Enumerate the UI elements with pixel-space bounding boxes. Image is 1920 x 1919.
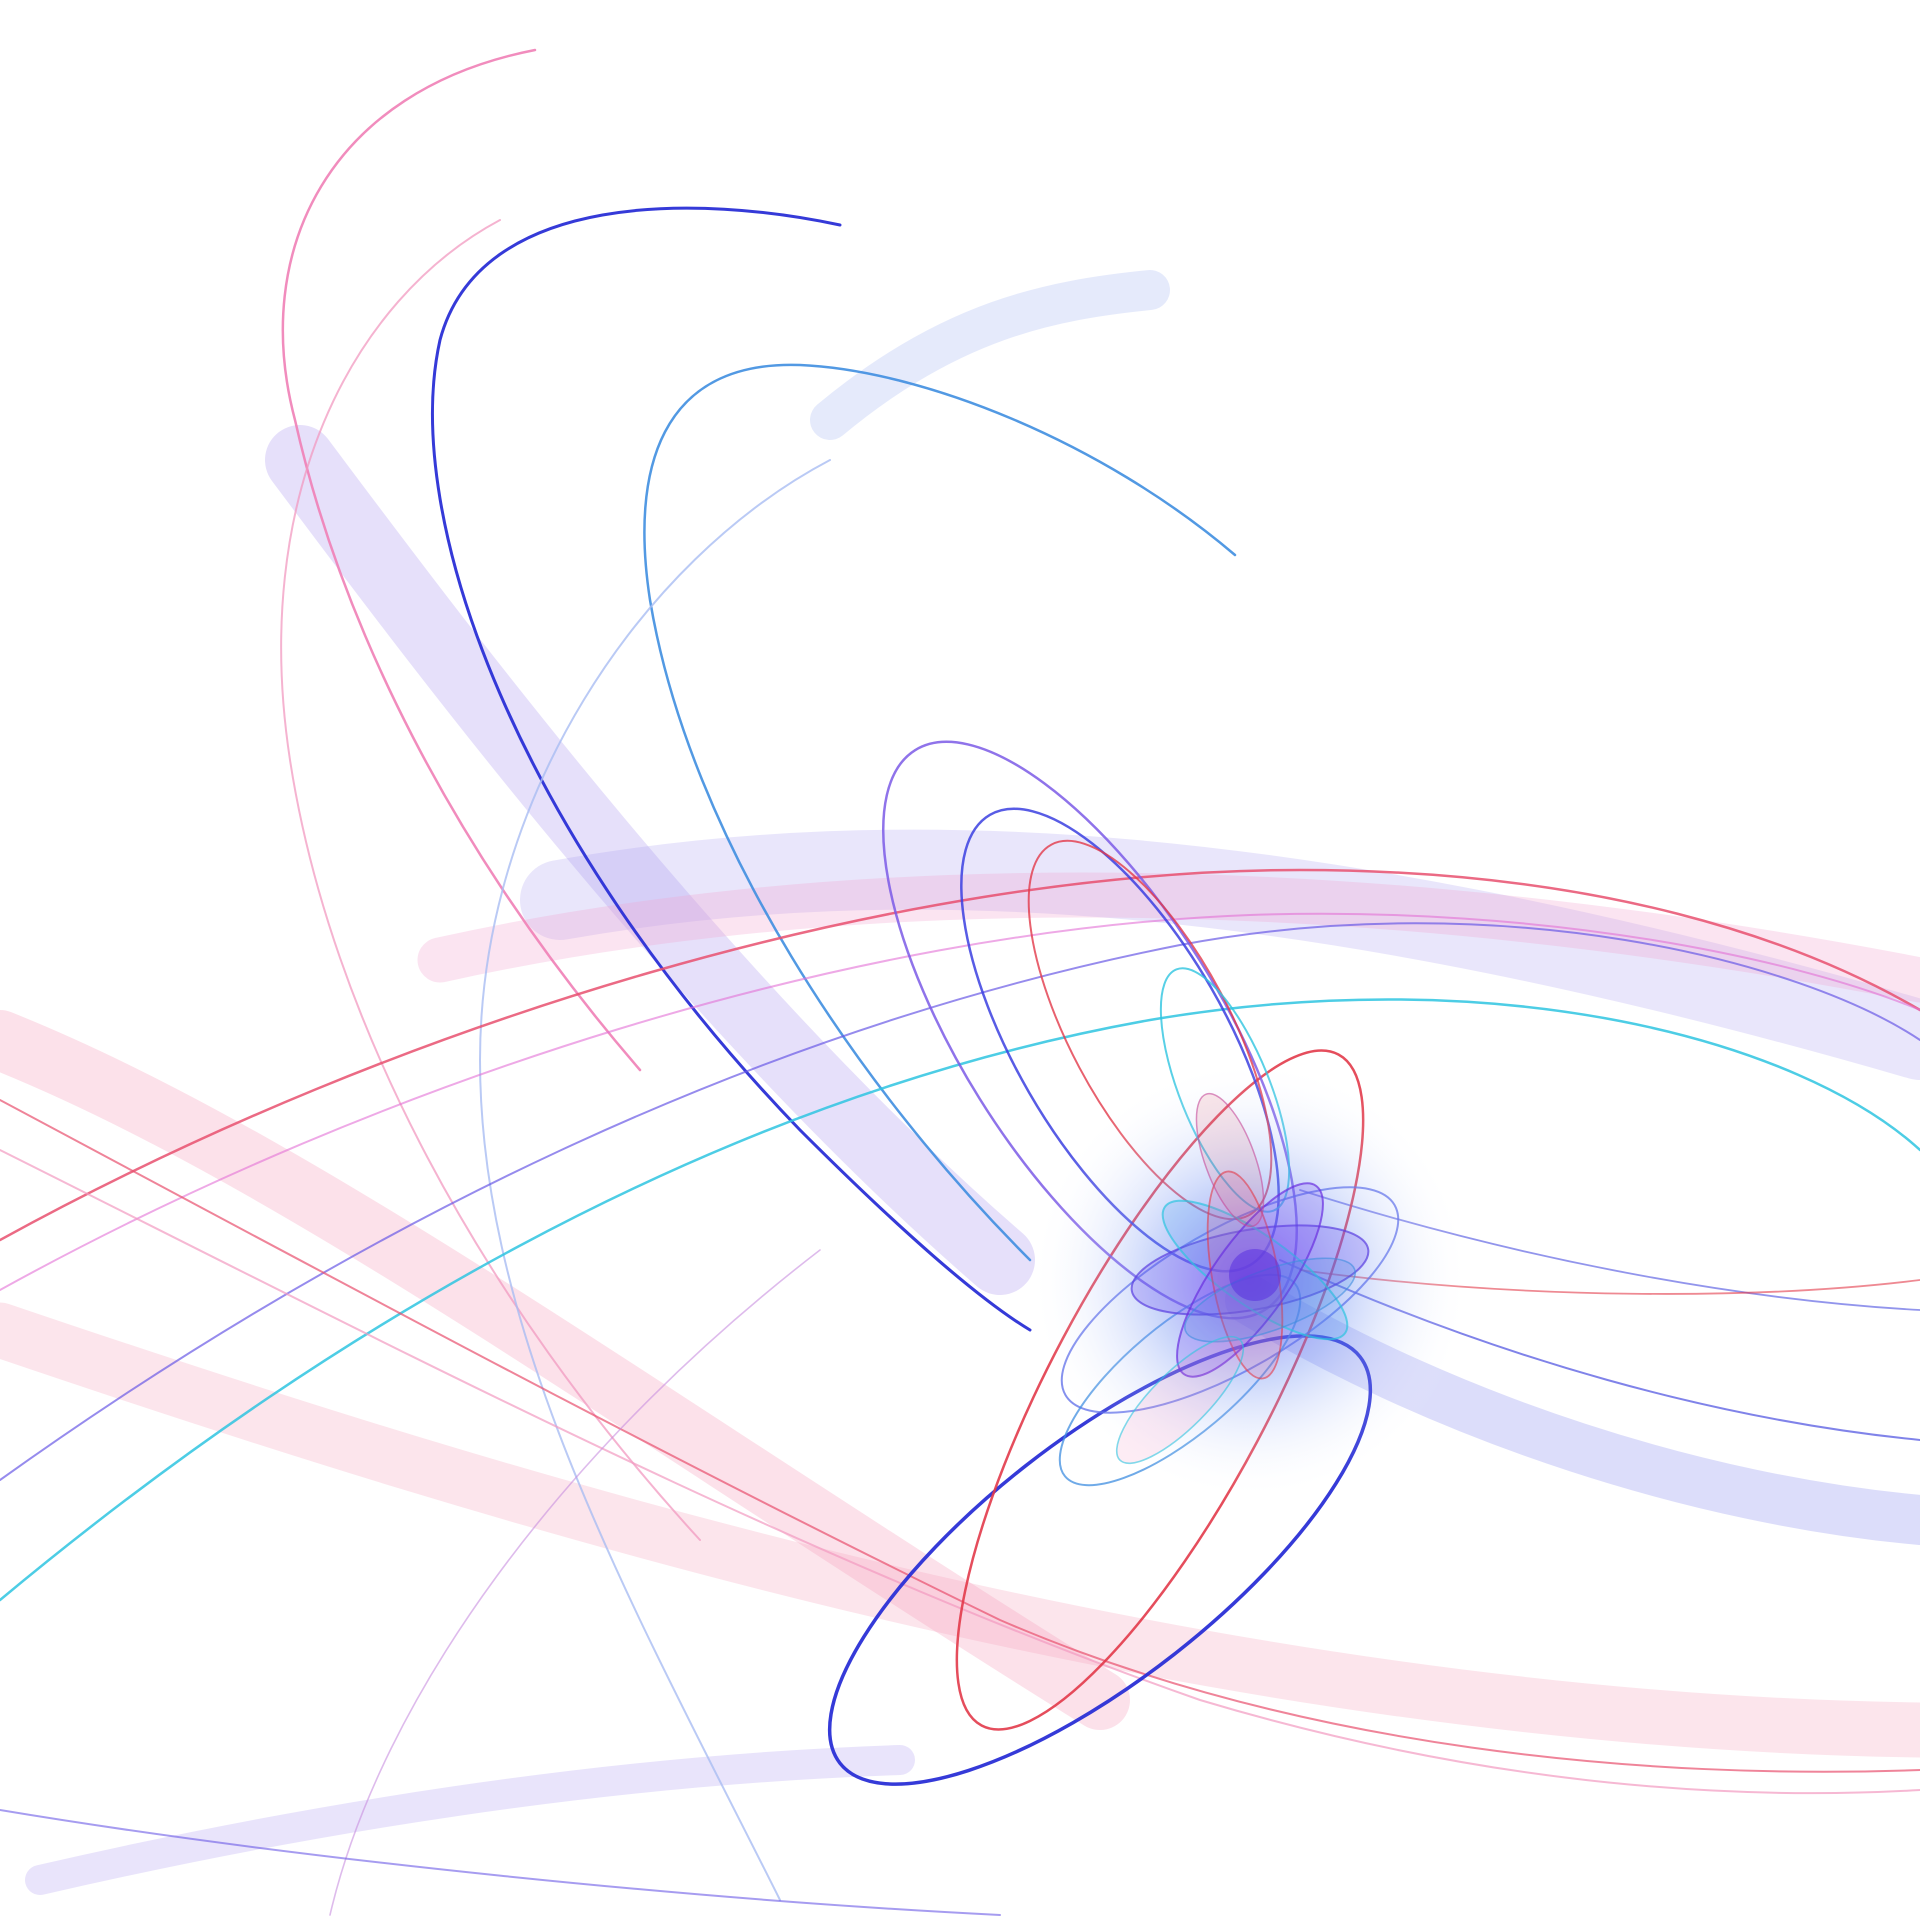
- ribbon-layer: [0, 270, 1920, 1895]
- arc-violet-bottom: [0, 1809, 1001, 1916]
- arc-violet-horizontal: [0, 922, 1920, 1481]
- arc-magenta-horizontal: [0, 912, 1920, 1291]
- arc-pale-blue-loop: [478, 459, 831, 1901]
- arc-cyan-diagonal: [0, 998, 1920, 1602]
- arc-layer: [0, 48, 1920, 1916]
- core-center: [1229, 1249, 1281, 1301]
- arc-pink-lower-sweep: [0, 1149, 1920, 1795]
- arc-rose-lower-sweep: [0, 1099, 1920, 1773]
- ribbon-lavender-bottom: [25, 1745, 915, 1895]
- ribbon-pink-lower: [0, 1302, 1920, 1758]
- arc-sky-blue: [643, 363, 1237, 1262]
- core-petal-7: [1195, 1092, 1265, 1228]
- ribbon-violet-wide: [520, 829, 1920, 1080]
- arc-lavender-bottom-left: [329, 1249, 821, 1916]
- arc-pink-top-left: [281, 48, 642, 1072]
- ribbon-lavender-diagonal: [265, 425, 1035, 1295]
- arc-pink-inner: [280, 219, 701, 1541]
- ribbon-pale-top: [810, 270, 1170, 440]
- core-cluster: [1030, 1060, 1470, 1500]
- arc-deep-blue-large: [431, 206, 1032, 1332]
- core-petal-6: [1115, 1335, 1245, 1465]
- ribbon-pink-upper: [417, 872, 1920, 1003]
